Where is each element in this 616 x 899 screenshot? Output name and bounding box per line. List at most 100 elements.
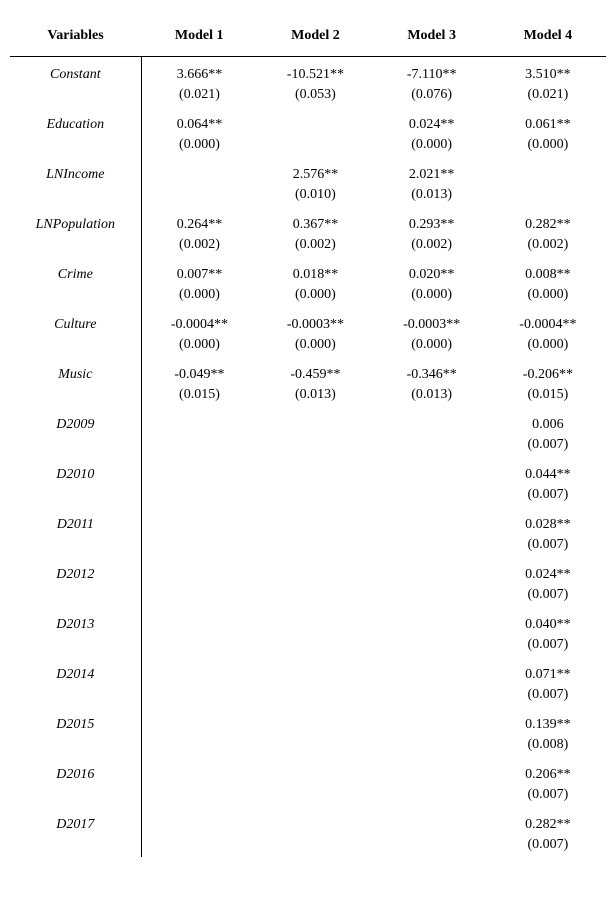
col-header-variables: Variables	[10, 20, 141, 57]
coef-cell: -0.0004**	[141, 307, 257, 335]
coef-cell	[141, 807, 257, 835]
coef-cell	[257, 657, 373, 685]
se-cell: (0.000)	[141, 285, 257, 307]
se-cell	[141, 785, 257, 807]
se-cell	[374, 685, 490, 707]
coef-cell	[374, 807, 490, 835]
coef-cell: -0.206**	[490, 357, 606, 385]
coef-cell	[141, 557, 257, 585]
coef-cell	[141, 757, 257, 785]
se-cell	[374, 485, 490, 507]
coef-cell: 0.206**	[490, 757, 606, 785]
coef-cell	[257, 607, 373, 635]
variable-name: D2010	[10, 457, 141, 507]
table-row: D20110.028**	[10, 507, 606, 535]
se-cell	[257, 135, 373, 157]
table-row: D20130.040**	[10, 607, 606, 635]
variable-name: Constant	[10, 57, 141, 108]
se-cell: (0.021)	[141, 85, 257, 107]
table-row: D20160.206**	[10, 757, 606, 785]
col-header-model4: Model 4	[490, 20, 606, 57]
coef-cell: -10.521**	[257, 57, 373, 86]
table-row: Crime0.007**0.018**0.020**0.008**	[10, 257, 606, 285]
coef-cell	[374, 757, 490, 785]
coef-cell: 0.018**	[257, 257, 373, 285]
se-cell: (0.002)	[374, 235, 490, 257]
coef-cell: 0.007**	[141, 257, 257, 285]
se-cell: (0.007)	[490, 535, 606, 557]
se-cell: (0.053)	[257, 85, 373, 107]
se-cell: (0.007)	[490, 785, 606, 807]
se-cell: (0.002)	[141, 235, 257, 257]
coef-cell	[141, 607, 257, 635]
table-row: Music-0.049**-0.459**-0.346**-0.206**	[10, 357, 606, 385]
se-cell: (0.007)	[490, 635, 606, 657]
se-cell: (0.000)	[490, 135, 606, 157]
se-cell: (0.002)	[490, 235, 606, 257]
table-row: D20120.024**	[10, 557, 606, 585]
se-cell	[141, 185, 257, 207]
coef-cell	[141, 507, 257, 535]
se-cell: (0.007)	[490, 435, 606, 457]
coef-cell	[257, 107, 373, 135]
table-header-row: Variables Model 1 Model 2 Model 3 Model …	[10, 20, 606, 57]
coef-cell: -0.0003**	[374, 307, 490, 335]
se-cell: (0.000)	[490, 335, 606, 357]
se-cell: (0.015)	[141, 385, 257, 407]
variable-name: Crime	[10, 257, 141, 307]
se-cell	[141, 585, 257, 607]
table-row: LNPopulation0.264**0.367**0.293**0.282**	[10, 207, 606, 235]
se-cell: (0.002)	[257, 235, 373, 257]
se-cell: (0.013)	[257, 385, 373, 407]
se-cell: (0.007)	[490, 685, 606, 707]
se-cell: (0.015)	[490, 385, 606, 407]
coef-cell: -0.346**	[374, 357, 490, 385]
coef-cell	[374, 657, 490, 685]
table-row: D20100.044**	[10, 457, 606, 485]
variable-name: LNIncome	[10, 157, 141, 207]
coef-cell	[374, 707, 490, 735]
coef-cell	[374, 407, 490, 435]
se-cell	[141, 735, 257, 757]
coef-cell: 0.040**	[490, 607, 606, 635]
se-cell: (0.013)	[374, 385, 490, 407]
coef-cell	[374, 507, 490, 535]
col-header-model1: Model 1	[141, 20, 257, 57]
se-cell	[141, 435, 257, 457]
coef-cell: 0.024**	[490, 557, 606, 585]
coef-cell: 0.006	[490, 407, 606, 435]
coef-cell	[141, 457, 257, 485]
se-cell: (0.008)	[490, 735, 606, 757]
coef-cell: 0.139**	[490, 707, 606, 735]
coef-cell: 0.293**	[374, 207, 490, 235]
coef-cell: 0.264**	[141, 207, 257, 235]
variable-name: D2013	[10, 607, 141, 657]
se-cell	[141, 835, 257, 857]
se-cell: (0.000)	[141, 135, 257, 157]
se-cell	[374, 635, 490, 657]
coef-cell	[257, 807, 373, 835]
se-cell	[257, 785, 373, 807]
se-cell	[374, 785, 490, 807]
se-cell	[257, 735, 373, 757]
table-row: D20090.006	[10, 407, 606, 435]
variable-name: LNPopulation	[10, 207, 141, 257]
regression-table: Variables Model 1 Model 2 Model 3 Model …	[10, 20, 606, 857]
coef-cell: 3.666**	[141, 57, 257, 86]
coef-cell: 0.044**	[490, 457, 606, 485]
se-cell: (0.000)	[374, 135, 490, 157]
table-row: Education0.064**0.024**0.061**	[10, 107, 606, 135]
coef-cell: 0.024**	[374, 107, 490, 135]
se-cell	[490, 185, 606, 207]
coef-cell	[374, 457, 490, 485]
se-cell	[257, 585, 373, 607]
coef-cell	[141, 157, 257, 185]
se-cell: (0.000)	[141, 335, 257, 357]
coef-cell: -0.0004**	[490, 307, 606, 335]
coef-cell: 0.028**	[490, 507, 606, 535]
coef-cell	[141, 657, 257, 685]
se-cell	[257, 435, 373, 457]
coef-cell: 2.021**	[374, 157, 490, 185]
variable-name: D2012	[10, 557, 141, 607]
se-cell: (0.007)	[490, 485, 606, 507]
